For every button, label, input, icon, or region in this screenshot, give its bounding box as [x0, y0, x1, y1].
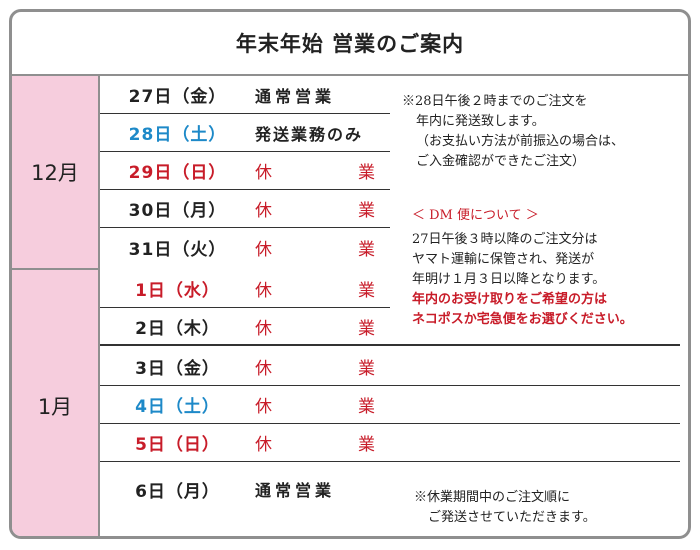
- row-status: 休業: [255, 397, 375, 417]
- title-bar: 年末年始 営業のご案内: [12, 12, 688, 76]
- row-status: 休業: [255, 281, 375, 301]
- schedule-row: 1日（水） 休業: [100, 270, 390, 308]
- row-date: 2日（木）: [135, 318, 220, 339]
- row-status: 発送業務のみ: [255, 124, 364, 144]
- month-january: 1月: [12, 270, 100, 536]
- row-date: 4日（土）: [135, 397, 220, 417]
- row-date: 1日（水）: [135, 281, 220, 301]
- note-line: ネコポスか宅急便をお選びください。: [412, 312, 633, 327]
- schedule-row: 30日（月） 休業: [100, 190, 390, 228]
- dm-heading: ＜ DM 便について ＞: [412, 208, 539, 223]
- note-line: ※休業期間中のご注文順に: [414, 490, 571, 505]
- row-status: 休業: [255, 359, 375, 379]
- row-status: 休業: [255, 163, 375, 183]
- row-date: 3日（金）: [135, 359, 220, 379]
- row-date: 31日（火）: [128, 239, 227, 260]
- order-deadline-note: ※28日午後２時までのご注文を 年内に発送致します。 （お支払い方法が前振込の場…: [402, 92, 624, 172]
- row-date: 27日（金）: [128, 87, 227, 107]
- notice-frame: 年末年始 営業のご案内 12月 1月 27日（金） 通常営業 28日（土） 発送…: [9, 9, 691, 539]
- schedule-row: 5日（日） 休業: [100, 424, 680, 462]
- row-status: 休業: [255, 318, 375, 339]
- row-date: 6日（月）: [135, 481, 220, 502]
- note-line: ご入金確認ができたご注文）: [416, 154, 586, 169]
- month-label: 1月: [37, 395, 73, 419]
- row-date: 29日（日）: [128, 163, 227, 183]
- note-line: 年内のお受け取りをご希望の方は: [412, 292, 608, 307]
- schedule-row: 4日（土） 休業: [100, 386, 680, 424]
- row-date: 28日（土）: [128, 125, 227, 145]
- row-status: 休業: [255, 435, 375, 455]
- note-line: （お支払い方法が前振込の場合は、: [416, 134, 625, 149]
- note-line: 27日午後３時以降のご注文分は: [412, 232, 598, 247]
- schedule-row: 27日（金） 通常営業: [100, 76, 390, 114]
- dm-delivery-note: ＜ DM 便について ＞ 27日午後３時以降のご注文分は ヤマト運輸に保管され、…: [412, 206, 633, 330]
- row-status: 休業: [255, 239, 375, 260]
- row-date: 5日（日）: [135, 435, 220, 455]
- note-line: 年内に発送致します。: [416, 114, 545, 129]
- row-status: 休業: [255, 201, 375, 221]
- schedule-row: 31日（火） 休業: [100, 228, 390, 266]
- schedule-row: 28日（土） 発送業務のみ: [100, 114, 390, 152]
- schedule-row: 2日（木） 休業: [100, 308, 680, 346]
- row-status: 通常営業: [255, 481, 336, 500]
- schedule-row: 6日（月） 通常営業: [100, 470, 390, 508]
- month-label: 12月: [31, 161, 79, 185]
- note-line: ※28日午後２時までのご注文を: [402, 94, 588, 109]
- schedule-row: 29日（日） 休業: [100, 152, 390, 190]
- schedule-row: 3日（金） 休業: [100, 348, 680, 386]
- row-status: 通常営業: [255, 86, 336, 106]
- note-line: ご発送させていただきます。: [428, 510, 596, 525]
- note-line: 年明け１月３日以降となります。: [412, 272, 606, 287]
- month-december: 12月: [12, 76, 100, 270]
- page-title: 年末年始 営業のご案内: [235, 31, 465, 56]
- closing-order-note: ※休業期間中のご注文順に ご発送させていただきます。: [414, 488, 596, 528]
- row-date: 30日（月）: [128, 201, 227, 221]
- note-line: ヤマト運輸に保管され、発送が: [412, 252, 595, 267]
